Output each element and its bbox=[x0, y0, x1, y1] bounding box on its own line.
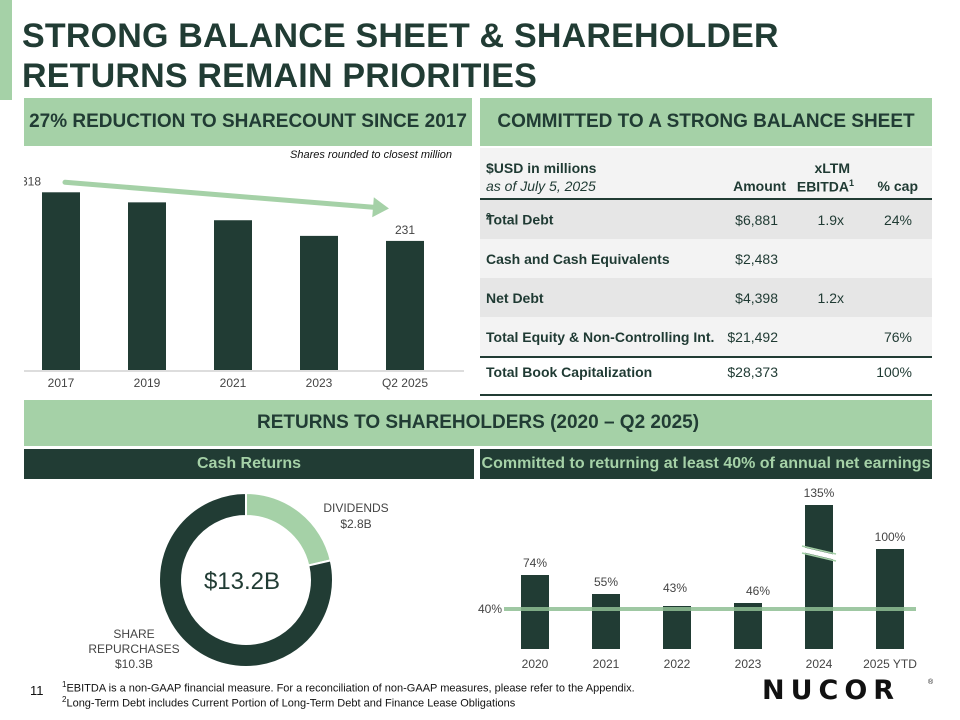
data-label: 55% bbox=[594, 575, 618, 589]
data-label: 135% bbox=[804, 486, 835, 500]
repurchases-value: $10.3B bbox=[115, 657, 153, 671]
repurchases-label-line-2: REPURCHASES bbox=[88, 642, 179, 656]
data-label: 74% bbox=[523, 556, 547, 570]
bar-2021 bbox=[214, 220, 252, 370]
row-amount: $4,398 bbox=[735, 289, 778, 306]
x-tick-label: Q2 2025 bbox=[382, 376, 428, 390]
footnote-2: 2Long-Term Debt includes Current Portion… bbox=[62, 695, 516, 710]
dividends-value: $2.8B bbox=[340, 517, 371, 531]
page-title-line-1: STRONG BALANCE SHEET & SHAREHOLDER bbox=[22, 17, 779, 55]
data-label: 318 bbox=[24, 174, 41, 188]
header-pct-cap: % cap bbox=[877, 178, 918, 194]
bar-2023 bbox=[300, 235, 338, 370]
row-ebitda-multiple: 1.9x bbox=[817, 211, 844, 228]
data-label: 231 bbox=[395, 223, 415, 237]
x-tick-label: 2019 bbox=[134, 376, 161, 390]
bar-2019 bbox=[128, 202, 166, 370]
header-xltm: xLTM bbox=[814, 160, 850, 176]
repurchases-label-line-1: SHARE bbox=[113, 627, 154, 641]
table-row: Net Debt $4,398 1.2x bbox=[480, 278, 932, 317]
returns-banner: RETURNS TO SHAREHOLDERS (2020 – Q2 2025) bbox=[24, 400, 932, 446]
bar-2020 bbox=[521, 575, 549, 649]
data-label: 100% bbox=[875, 530, 906, 544]
header-as-of-date: as of July 5, 2025 bbox=[486, 178, 596, 194]
committed-banner: Committed to returning at least 40% of a… bbox=[480, 449, 932, 479]
slice-share-repurchases bbox=[158, 491, 334, 668]
bar-q2-2025 bbox=[386, 240, 424, 370]
row-label: Total Debt 2 bbox=[486, 211, 554, 228]
cash-returns-donut-chart: $13.2B DIVIDENDS $2.8B SHAREREPURCHASES$10.… bbox=[88, 491, 389, 671]
axis-break-icon bbox=[802, 547, 836, 560]
table-header-rule bbox=[480, 198, 932, 200]
header-usd-label: $USD in millions bbox=[486, 160, 597, 176]
x-tick-label: 2017 bbox=[48, 376, 75, 390]
header-amount: Amount bbox=[733, 178, 786, 194]
row-amount: $2,483 bbox=[735, 250, 778, 267]
bar-2017 bbox=[42, 192, 80, 370]
page-title-line-2: RETURNS REMAIN PRIORITIES bbox=[22, 57, 538, 95]
title-accent-bar bbox=[0, 0, 12, 100]
bar-2021 bbox=[592, 594, 620, 649]
payout-bar-chart: 74% 2020 55% 2021 43% 2022 46% 2023 135% 2024 100%… bbox=[478, 486, 917, 671]
x-tick-label: 2021 bbox=[220, 376, 247, 390]
x-tick-label: 2022 bbox=[664, 657, 691, 671]
donut-center-total: $13.2B bbox=[204, 568, 280, 595]
table-row: Total Equity & Non-Controlling Int. $21,4… bbox=[480, 317, 932, 356]
x-tick-label: 2021 bbox=[593, 657, 620, 671]
table-header: $USD in millions as of July 5, 2025 Amou… bbox=[480, 148, 932, 198]
header-ebitda: EBITDA1 bbox=[796, 178, 854, 195]
trend-arrow-shaft bbox=[62, 179, 384, 211]
axis-break-line-bottom bbox=[801, 552, 837, 562]
row-amount: $21,492 bbox=[727, 328, 778, 345]
table-row: Total Debt 2 $6,881 1.9x 24% bbox=[480, 200, 932, 239]
axis-break-line-top bbox=[801, 545, 837, 555]
bar-2022 bbox=[663, 606, 691, 649]
row-pct-cap: 100% bbox=[876, 364, 912, 381]
row-pct-cap: 24% bbox=[883, 211, 912, 228]
row-pct-cap: 76% bbox=[883, 328, 912, 345]
page-title: STRONG BALANCE SHEET & SHAREHOLDER RETUR… bbox=[22, 16, 922, 96]
footnote-1: 1EBITDA is a non-GAAP financial measure.… bbox=[62, 680, 635, 695]
registered-mark-icon: ® bbox=[928, 678, 934, 686]
x-tick-label: 2023 bbox=[735, 657, 762, 671]
shares-note: Shares rounded to closest million bbox=[290, 149, 453, 161]
data-label: 46% bbox=[746, 584, 770, 598]
table-row: Total Book Capitalization $28,373 100% bbox=[480, 358, 932, 394]
table-bottom-rule bbox=[480, 394, 932, 396]
sharecount-chart: 2017 318 2019 2021 2023 Q2 2025 231 bbox=[24, 174, 464, 390]
x-tick-label: 2025 YTD bbox=[863, 657, 917, 671]
row-amount: $28,373 bbox=[727, 364, 778, 381]
bar-2024 bbox=[805, 505, 833, 649]
trend-arrowhead-icon bbox=[372, 197, 389, 218]
x-tick-label: 2023 bbox=[306, 376, 333, 390]
data-label: 43% bbox=[663, 581, 687, 595]
bar-2025-ytd bbox=[876, 549, 904, 649]
balance-sheet-table: $USD in millions as of July 5, 2025 Amou… bbox=[480, 148, 932, 396]
nucor-logo-text: NUCOR bbox=[762, 676, 900, 702]
page-number: 11 bbox=[30, 683, 44, 698]
x-tick-label: 2020 bbox=[522, 657, 549, 671]
table-total-rule bbox=[480, 356, 932, 358]
row-ebitda-multiple: 1.2x bbox=[817, 289, 844, 306]
row-amount: $6,881 bbox=[735, 211, 778, 228]
cash-returns-banner: Cash Returns bbox=[24, 449, 474, 479]
balance-sheet-banner: COMMITTED TO A STRONG BALANCE SHEET bbox=[480, 98, 932, 146]
table-row: Cash and Cash Equivalents $2,483 bbox=[480, 239, 932, 278]
x-tick-label: 2024 bbox=[806, 657, 833, 671]
nucor-logo: NUCOR ® bbox=[762, 676, 934, 702]
sharecount-banner: 27% REDUCTION TO SHARECOUNT SINCE 2017 bbox=[24, 98, 472, 146]
slice-dividends bbox=[245, 491, 332, 567]
dividends-label: DIVIDENDS bbox=[323, 501, 388, 515]
reference-line-label: 40% bbox=[478, 602, 502, 616]
